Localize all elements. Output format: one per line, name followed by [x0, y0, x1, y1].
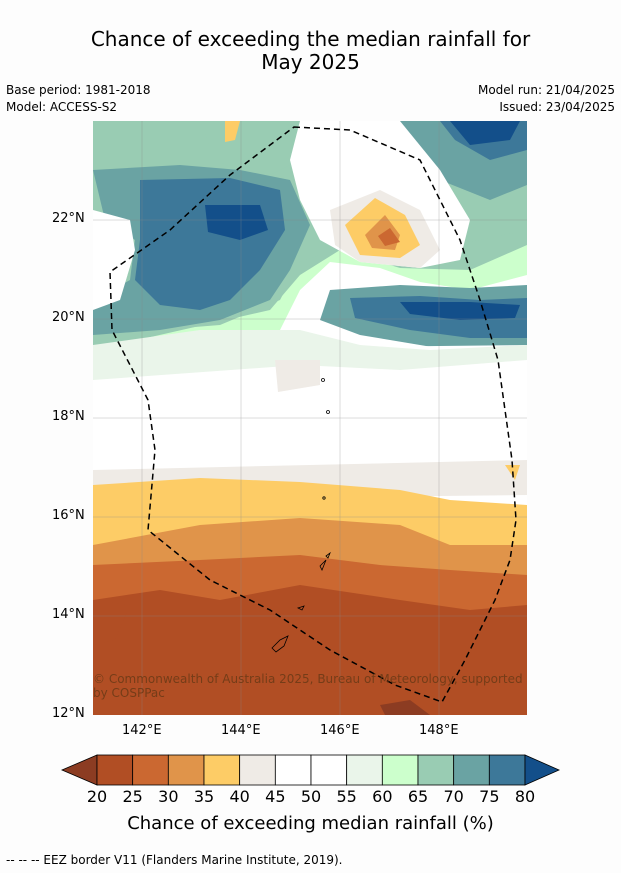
colorbar-tick-40: 40: [229, 787, 250, 806]
lon-label-148e: 148°E: [419, 723, 459, 738]
colorbar-tick-50: 50: [300, 787, 322, 806]
title-line-1: Chance of exceeding the median rainfall …: [90, 27, 531, 51]
gridlines: [93, 121, 527, 715]
colorbar-segment-35: [203, 754, 241, 786]
lat-label-18n: 18°N: [52, 409, 85, 424]
colorbar-tick-55: 55: [336, 787, 357, 806]
colorbar-segment-70: [453, 754, 490, 786]
issued-date: Issued: 23/04/2025: [499, 100, 615, 114]
colorbar-extend-high: [524, 754, 560, 786]
lat-label-20n: 20°N: [52, 310, 85, 325]
colorbar-segment-65: [417, 754, 455, 786]
colorbar-tick-35: 35: [193, 787, 215, 806]
colorbar-tick-75: 75: [479, 787, 500, 806]
colorbar-tick-80: 80: [514, 787, 536, 806]
colorbar-tick-60: 60: [372, 787, 393, 806]
colorbar-title: Chance of exceeding median rainfall (%): [127, 813, 494, 834]
meta-left: Base period: 1981-2018 Model: ACCESS-S2: [6, 82, 151, 116]
lon-label-146e: 146°E: [320, 723, 360, 738]
lat-label-22n: 22°N: [52, 211, 85, 226]
colorbar-segment-45: [274, 754, 312, 786]
lat-label-14n: 14°N: [52, 607, 85, 622]
colorbar-extend-low: [60, 754, 98, 786]
colorbar-segment-20: [96, 754, 134, 786]
colorbar-tick-45: 45: [265, 787, 286, 806]
colorbar-segment-25: [132, 754, 169, 786]
colorbar-segment-75: [488, 754, 526, 786]
islands: [271, 378, 331, 653]
lon-label-144e: 144°E: [221, 723, 261, 738]
colorbar: [60, 754, 560, 786]
lat-label-12n: 12°N: [52, 706, 85, 721]
base-period: Base period: 1981-2018: [6, 83, 151, 97]
colorbar-segment-60: [381, 754, 419, 786]
colorbar-tick-70: 70: [443, 787, 464, 806]
colorbar-segment-50: [310, 754, 348, 786]
meta-right: Model run: 21/04/2025 Issued: 23/04/2025: [478, 82, 615, 116]
model-run: Model run: 21/04/2025: [477, 83, 615, 97]
map-title: Chance of exceeding the median rainfall …: [0, 28, 621, 74]
model-name: Model: ACCESS-S2: [6, 100, 118, 114]
colorbar-tick-20: 20: [86, 787, 108, 806]
colorbar-tick-65: 65: [407, 787, 429, 806]
colorbar-segment-40: [239, 754, 276, 786]
eez-border: [109, 126, 517, 703]
colorbar-segment-55: [346, 754, 383, 786]
colorbar-tick-30: 30: [158, 787, 179, 806]
colorbar-tick-25: 25: [122, 787, 143, 806]
colorbar-tick-labels: 20 25 30 35 40 45 50 55 60 65 70 75 80: [0, 787, 621, 807]
lat-label-16n: 16°N: [52, 508, 85, 523]
lon-label-142e: 142°E: [122, 723, 162, 738]
colorbar-segment-30: [167, 754, 205, 786]
eez-legend-footer: -- -- -- EEZ border V11 (Flanders Marine…: [6, 853, 343, 867]
title-line-2: May 2025: [261, 50, 360, 74]
copyright-notice: © Commonwealth of Australia 2025, Bureau…: [93, 672, 523, 700]
